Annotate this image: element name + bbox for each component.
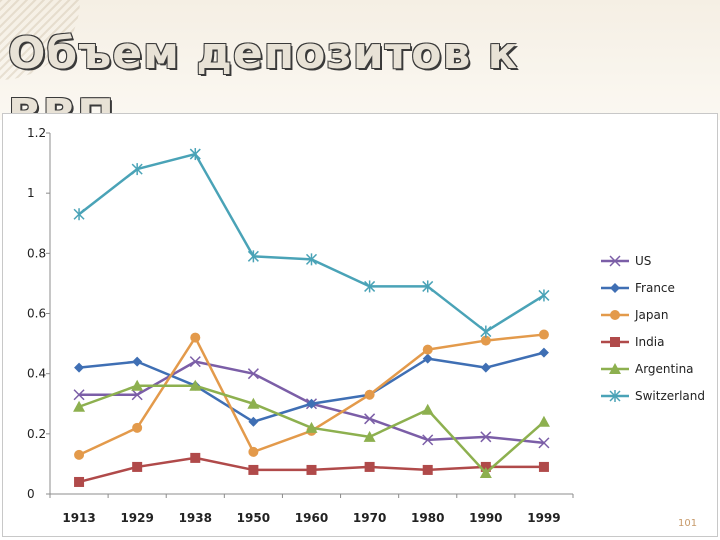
- data-point-france: [248, 416, 259, 427]
- data-point-india: [306, 464, 317, 475]
- data-point-india: [538, 461, 549, 472]
- data-point-argentina: [479, 466, 492, 478]
- legend-label-argentina: Argentina: [635, 362, 694, 376]
- data-point-india: [190, 452, 201, 463]
- line-chart: 0 0.2 0.4 0.6 0.8 1 1.2 1913 1929 1938 1950 1960 197…: [27, 126, 705, 525]
- data-point-us: [480, 431, 492, 443]
- x-tick-label: 1913: [62, 511, 95, 525]
- data-point-france: [422, 353, 433, 364]
- y-tick-label: 1.2: [27, 126, 46, 140]
- x-tick-label: 1980: [411, 511, 444, 525]
- data-point-japan: [364, 389, 375, 400]
- legend-label-india: India: [635, 335, 664, 349]
- legend-marker-us: [609, 255, 621, 267]
- y-tick-label: 0.2: [27, 427, 46, 441]
- x-tick-label: 1999: [527, 511, 560, 525]
- y-tick-label: 1: [27, 186, 35, 200]
- series-line-switzerland: [78, 152, 545, 333]
- legend-label-us: US: [635, 254, 651, 268]
- x-tick-label: 1929: [120, 511, 153, 525]
- data-point-argentina: [421, 403, 434, 415]
- data-point-japan: [190, 332, 201, 343]
- legend-marker-france: [610, 283, 620, 293]
- legend-label-france: France: [635, 281, 675, 295]
- data-point-us: [364, 413, 376, 425]
- data-point-argentina: [363, 430, 376, 442]
- slide-header-background: [0, 0, 720, 120]
- data-point-india: [422, 464, 433, 475]
- data-point-india: [248, 464, 259, 475]
- data-point-japan: [248, 446, 259, 457]
- data-point-japan: [132, 422, 143, 433]
- data-point-us: [247, 368, 259, 380]
- y-tick-label: 0.8: [27, 246, 46, 260]
- data-point-india: [480, 461, 491, 472]
- data-point-france: [538, 347, 549, 358]
- data-point-argentina: [247, 397, 260, 409]
- x-tick-label: 1970: [353, 511, 386, 525]
- slide-title: Объем депозитов к: [8, 28, 519, 79]
- data-point-india: [74, 476, 85, 487]
- legend-marker-japan: [610, 310, 620, 320]
- data-point-france: [74, 362, 85, 373]
- data-point-france: [306, 398, 317, 409]
- x-tick-label: 1950: [237, 511, 270, 525]
- y-tick-label: 0.4: [27, 367, 46, 381]
- data-point-argentina: [305, 421, 318, 433]
- data-point-france: [132, 356, 143, 367]
- page-number: 101: [678, 518, 698, 529]
- legend-label-japan: Japan: [634, 308, 668, 322]
- y-tick-label: 0.6: [27, 307, 46, 321]
- data-point-argentina: [537, 415, 550, 427]
- data-point-argentina: [131, 379, 144, 391]
- data-point-india: [132, 461, 143, 472]
- x-tick-label: 1990: [469, 511, 502, 525]
- data-point-france: [480, 362, 491, 373]
- data-point-japan: [422, 344, 433, 355]
- data-point-japan: [74, 449, 85, 460]
- data-point-japan: [538, 329, 549, 340]
- y-tick-label: 0: [27, 487, 35, 501]
- data-point-japan: [480, 335, 491, 346]
- legend-marker-india: [610, 337, 620, 347]
- data-point-india: [364, 461, 375, 472]
- x-tick-label: 1960: [295, 511, 328, 525]
- data-point-argentina: [73, 400, 86, 412]
- chart-frame: 0 0.2 0.4 0.6 0.8 1 1.2 1913 1929 1938 1950 1960 197…: [2, 113, 718, 537]
- data-point-us: [189, 356, 201, 368]
- data-point-us: [538, 437, 550, 449]
- legend-marker-argentina: [609, 363, 621, 374]
- x-tick-label: 1938: [179, 511, 212, 525]
- data-point-us: [422, 434, 434, 446]
- data-point-argentina: [189, 379, 202, 391]
- data-point-us: [73, 389, 85, 401]
- legend-label-switzerland: Switzerland: [635, 389, 705, 403]
- data-point-us: [131, 389, 143, 401]
